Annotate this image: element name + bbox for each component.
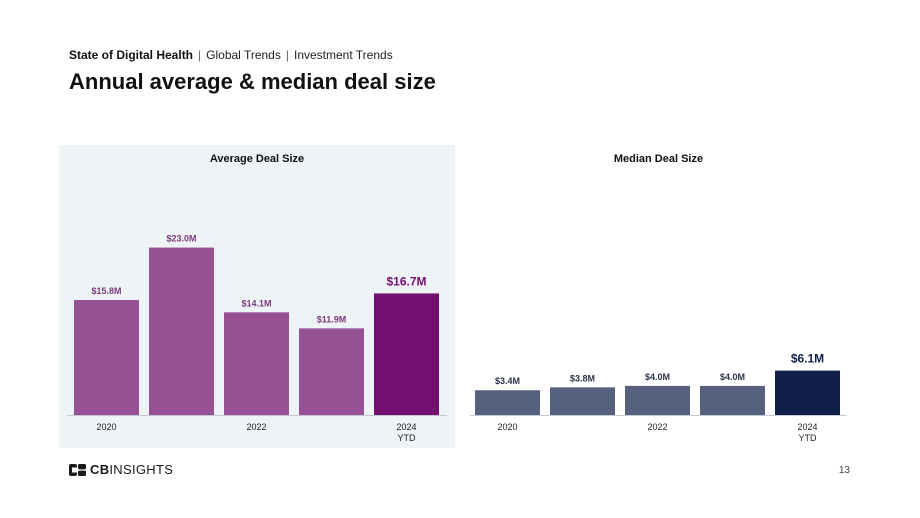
data-label: $4.0M bbox=[720, 372, 745, 382]
median-deal-size-panel: Median Deal Size $3.4M 2020 $3.8M $4.0M 2022 $… bbox=[462, 145, 855, 448]
x-tick-label: 2022 bbox=[647, 422, 667, 432]
page-header: State of Digital Health | Global Trends | In… bbox=[69, 47, 436, 96]
bar-2023 bbox=[299, 328, 364, 415]
bar-2021 bbox=[149, 247, 214, 415]
logo-wordmark: CBINSIGHTS bbox=[90, 463, 173, 477]
breadcrumb-section[interactable]: Global Trends bbox=[206, 48, 281, 62]
page-number: 13 bbox=[838, 465, 850, 476]
median-deal-size-chart: Median Deal Size $3.4M 2020 $3.8M $4.0M 2022 $… bbox=[470, 153, 847, 443]
bar-2022 bbox=[224, 312, 289, 415]
page-title: Annual average & median deal size bbox=[69, 69, 436, 94]
bar-2024-ytd bbox=[374, 293, 439, 415]
cb-insights-logo: CBINSIGHTS bbox=[69, 463, 173, 477]
chart-title: Average Deal Size bbox=[210, 153, 304, 165]
breadcrumb-separator: | bbox=[285, 48, 289, 62]
x-tick-label: 2020 bbox=[96, 422, 116, 432]
average-deal-size-panel: Average Deal Size $15.8M 2020 $23.0M $14.1M 2… bbox=[59, 145, 455, 448]
breadcrumb: State of Digital Health | Global Trends | In… bbox=[69, 47, 436, 63]
x-tick-label: 2020 bbox=[497, 422, 517, 432]
breadcrumb-subsection[interactable]: Investment Trends bbox=[293, 48, 393, 62]
data-label: $3.8M bbox=[570, 373, 595, 383]
bar-2020 bbox=[74, 299, 139, 415]
average-deal-size-chart: Average Deal Size $15.8M 2020 $23.0M $14.1M 2… bbox=[67, 153, 447, 443]
x-tick-label: 2022 bbox=[246, 422, 266, 432]
logo-wordmark-cb: CB bbox=[90, 462, 110, 477]
logo-wordmark-insights: INSIGHTS bbox=[109, 462, 174, 477]
bar-2020 bbox=[475, 390, 540, 415]
data-label: $4.0M bbox=[645, 372, 670, 382]
data-label: $15.8M bbox=[91, 286, 121, 296]
chart-title: Median Deal Size bbox=[614, 153, 703, 165]
data-label: $16.7M bbox=[386, 274, 426, 288]
breadcrumb-separator: | bbox=[198, 48, 202, 62]
x-tick-label: 2024 YTD bbox=[797, 422, 817, 443]
data-label: $23.0M bbox=[166, 234, 196, 244]
breadcrumb-report[interactable]: State of Digital Health bbox=[69, 48, 194, 62]
data-label: $14.1M bbox=[241, 298, 271, 308]
x-tick-label: 2024 YTD bbox=[396, 422, 416, 443]
data-label: $11.9M bbox=[317, 314, 347, 324]
bar-2023 bbox=[700, 385, 765, 415]
bar-2024-ytd bbox=[775, 370, 840, 415]
bar-2021 bbox=[550, 387, 615, 415]
data-label: $3.4M bbox=[495, 376, 520, 386]
cb-insights-logo-icon bbox=[69, 464, 86, 476]
bar-2022 bbox=[625, 385, 690, 415]
data-label: $6.1M bbox=[791, 352, 824, 366]
